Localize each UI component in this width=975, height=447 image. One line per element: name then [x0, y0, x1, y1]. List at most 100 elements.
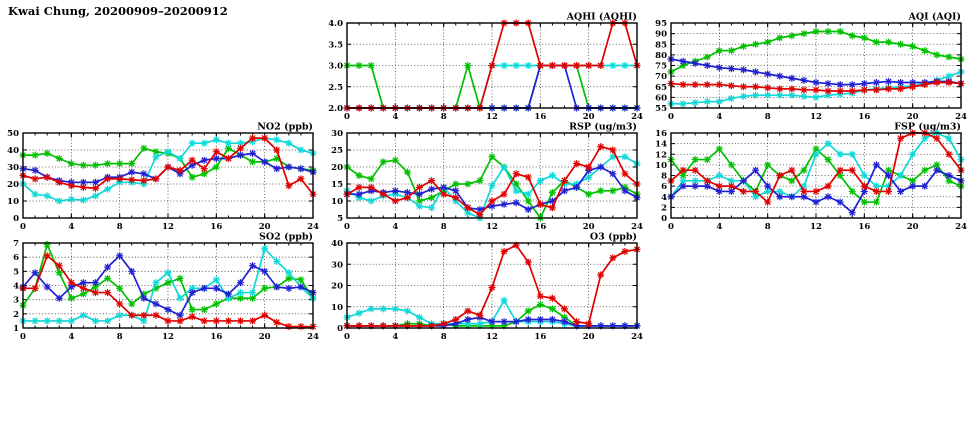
y-tick-label: 5 — [337, 214, 343, 224]
x-tick-label: 20 — [583, 332, 595, 342]
series-red — [667, 129, 965, 206]
y-tick-label: 4 — [661, 193, 667, 203]
chart-no2: 0 10 20 30 40 50 0 4 8 12 16 20 24 NO2 (ppb) — [1, 120, 327, 233]
y-tick-label: 0 — [661, 214, 667, 224]
y-tick-label: 0 — [337, 324, 343, 334]
y-tick-label: 20 — [331, 163, 343, 173]
plot-frame — [22, 242, 314, 329]
y-tick-label: 5 — [13, 267, 19, 277]
chart-title-fsp: FSP (ug/m3) — [894, 122, 961, 133]
x-tick-label: 4 — [68, 332, 74, 342]
series-red — [343, 241, 641, 330]
y-tick-label: 6 — [13, 253, 19, 263]
y-tick-label: 12 — [655, 150, 667, 160]
x-tick-label: 0 — [20, 332, 26, 342]
y-tick-label: 30 — [331, 260, 343, 270]
x-tick-label: 4 — [716, 112, 722, 122]
page-title: Kwai Chung, 20200909–20200912 — [8, 4, 228, 18]
plot-frame — [670, 22, 962, 109]
y-tick-label: 60 — [655, 93, 667, 103]
x-tick-label: 4 — [392, 222, 398, 232]
x-tick-label: 12 — [486, 222, 498, 232]
y-tick-label: 40 — [7, 146, 19, 156]
x-tick-label: 24 — [955, 222, 967, 232]
x-tick-label: 4 — [68, 222, 74, 232]
y-tick-label: 25 — [331, 146, 343, 156]
x-tick-label: 24 — [955, 112, 967, 122]
y-tick-label: 0 — [13, 214, 19, 224]
x-tick-label: 4 — [716, 222, 722, 232]
axis-labels: 0 10 20 30 40 50 0 4 8 12 16 20 24 — [7, 129, 319, 232]
series-markers — [19, 240, 317, 314]
y-tick-label: 15 — [331, 180, 343, 190]
x-tick-label: 0 — [344, 222, 350, 232]
y-tick-label: 10 — [7, 197, 19, 207]
x-tick-label: 4 — [392, 112, 398, 122]
series-blue — [667, 55, 965, 89]
chart-title-rsp: RSP (ug/m3) — [569, 122, 637, 133]
chart-canvas-aqhi: 2.0 2.5 3.0 3.5 4.0 0 4 8 12 16 20 24 AQHI (AQHI) — [328, 12, 643, 123]
x-tick-label: 8 — [117, 222, 123, 232]
chart-canvas-no2: 0 10 20 30 40 50 0 4 8 12 16 20 24 NO2 (ppb) — [7, 122, 319, 233]
y-tick-label: 14 — [655, 140, 667, 150]
y-tick-label: 7 — [13, 239, 19, 249]
x-tick-label: 0 — [344, 332, 350, 342]
x-tick-label: 8 — [765, 222, 771, 232]
chart-o3: 0 10 20 30 40 0 4 8 12 16 20 24 O3 (ppb) — [325, 230, 651, 343]
x-tick-label: 20 — [259, 332, 271, 342]
x-tick-label: 16 — [210, 222, 222, 232]
chart-title-aqhi: AQHI (AQHI) — [566, 12, 637, 23]
series-markers — [343, 241, 641, 330]
x-tick-label: 24 — [631, 332, 643, 342]
y-tick-label: 2.0 — [328, 104, 343, 114]
x-tick-label: 16 — [858, 222, 870, 232]
x-tick-label: 16 — [534, 222, 546, 232]
chart-title-aqi: AQI (AQI) — [908, 12, 961, 23]
y-tick-label: 10 — [331, 197, 343, 207]
x-tick-label: 0 — [344, 112, 350, 122]
series-markers — [667, 129, 965, 206]
y-tick-label: 2 — [661, 203, 667, 213]
x-tick-label: 20 — [583, 112, 595, 122]
x-tick-label: 12 — [162, 222, 174, 232]
x-tick-label: 16 — [858, 112, 870, 122]
series-markers — [343, 153, 641, 222]
y-tick-label: 3 — [13, 296, 19, 306]
y-tick-label: 30 — [331, 129, 343, 139]
x-tick-label: 16 — [210, 332, 222, 342]
x-tick-label: 20 — [583, 222, 595, 232]
y-tick-label: 10 — [331, 303, 343, 313]
y-tick-label: 75 — [655, 62, 667, 72]
x-tick-label: 24 — [631, 112, 643, 122]
y-tick-label: 85 — [655, 40, 667, 50]
x-tick-label: 16 — [534, 332, 546, 342]
plot-frame — [22, 132, 314, 219]
y-tick-label: 65 — [655, 83, 667, 93]
grid-lines — [23, 133, 313, 218]
y-tick-label: 50 — [7, 129, 19, 139]
y-tick-label: 3.5 — [328, 40, 343, 50]
chart-canvas-rsp: 5 10 15 20 25 30 0 4 8 12 16 20 24 RSP (ug/m3) — [331, 122, 643, 233]
x-tick-label: 12 — [162, 332, 174, 342]
x-tick-label: 20 — [907, 222, 919, 232]
x-tick-label: 20 — [907, 112, 919, 122]
axis-labels: 5 10 15 20 25 30 0 4 8 12 16 20 24 — [331, 129, 643, 232]
series-green — [19, 240, 317, 314]
y-tick-label: 80 — [655, 51, 667, 61]
x-tick-label: 16 — [534, 112, 546, 122]
y-tick-label: 20 — [7, 180, 19, 190]
plot-frame — [346, 22, 638, 109]
y-tick-label: 1 — [13, 324, 19, 334]
axis-labels: 0 10 20 30 40 0 4 8 12 16 20 24 — [331, 239, 643, 342]
y-tick-label: 55 — [655, 104, 667, 114]
x-tick-label: 24 — [307, 222, 319, 232]
chart-title-no2: NO2 (ppb) — [257, 122, 313, 133]
y-tick-label: 30 — [7, 163, 19, 173]
